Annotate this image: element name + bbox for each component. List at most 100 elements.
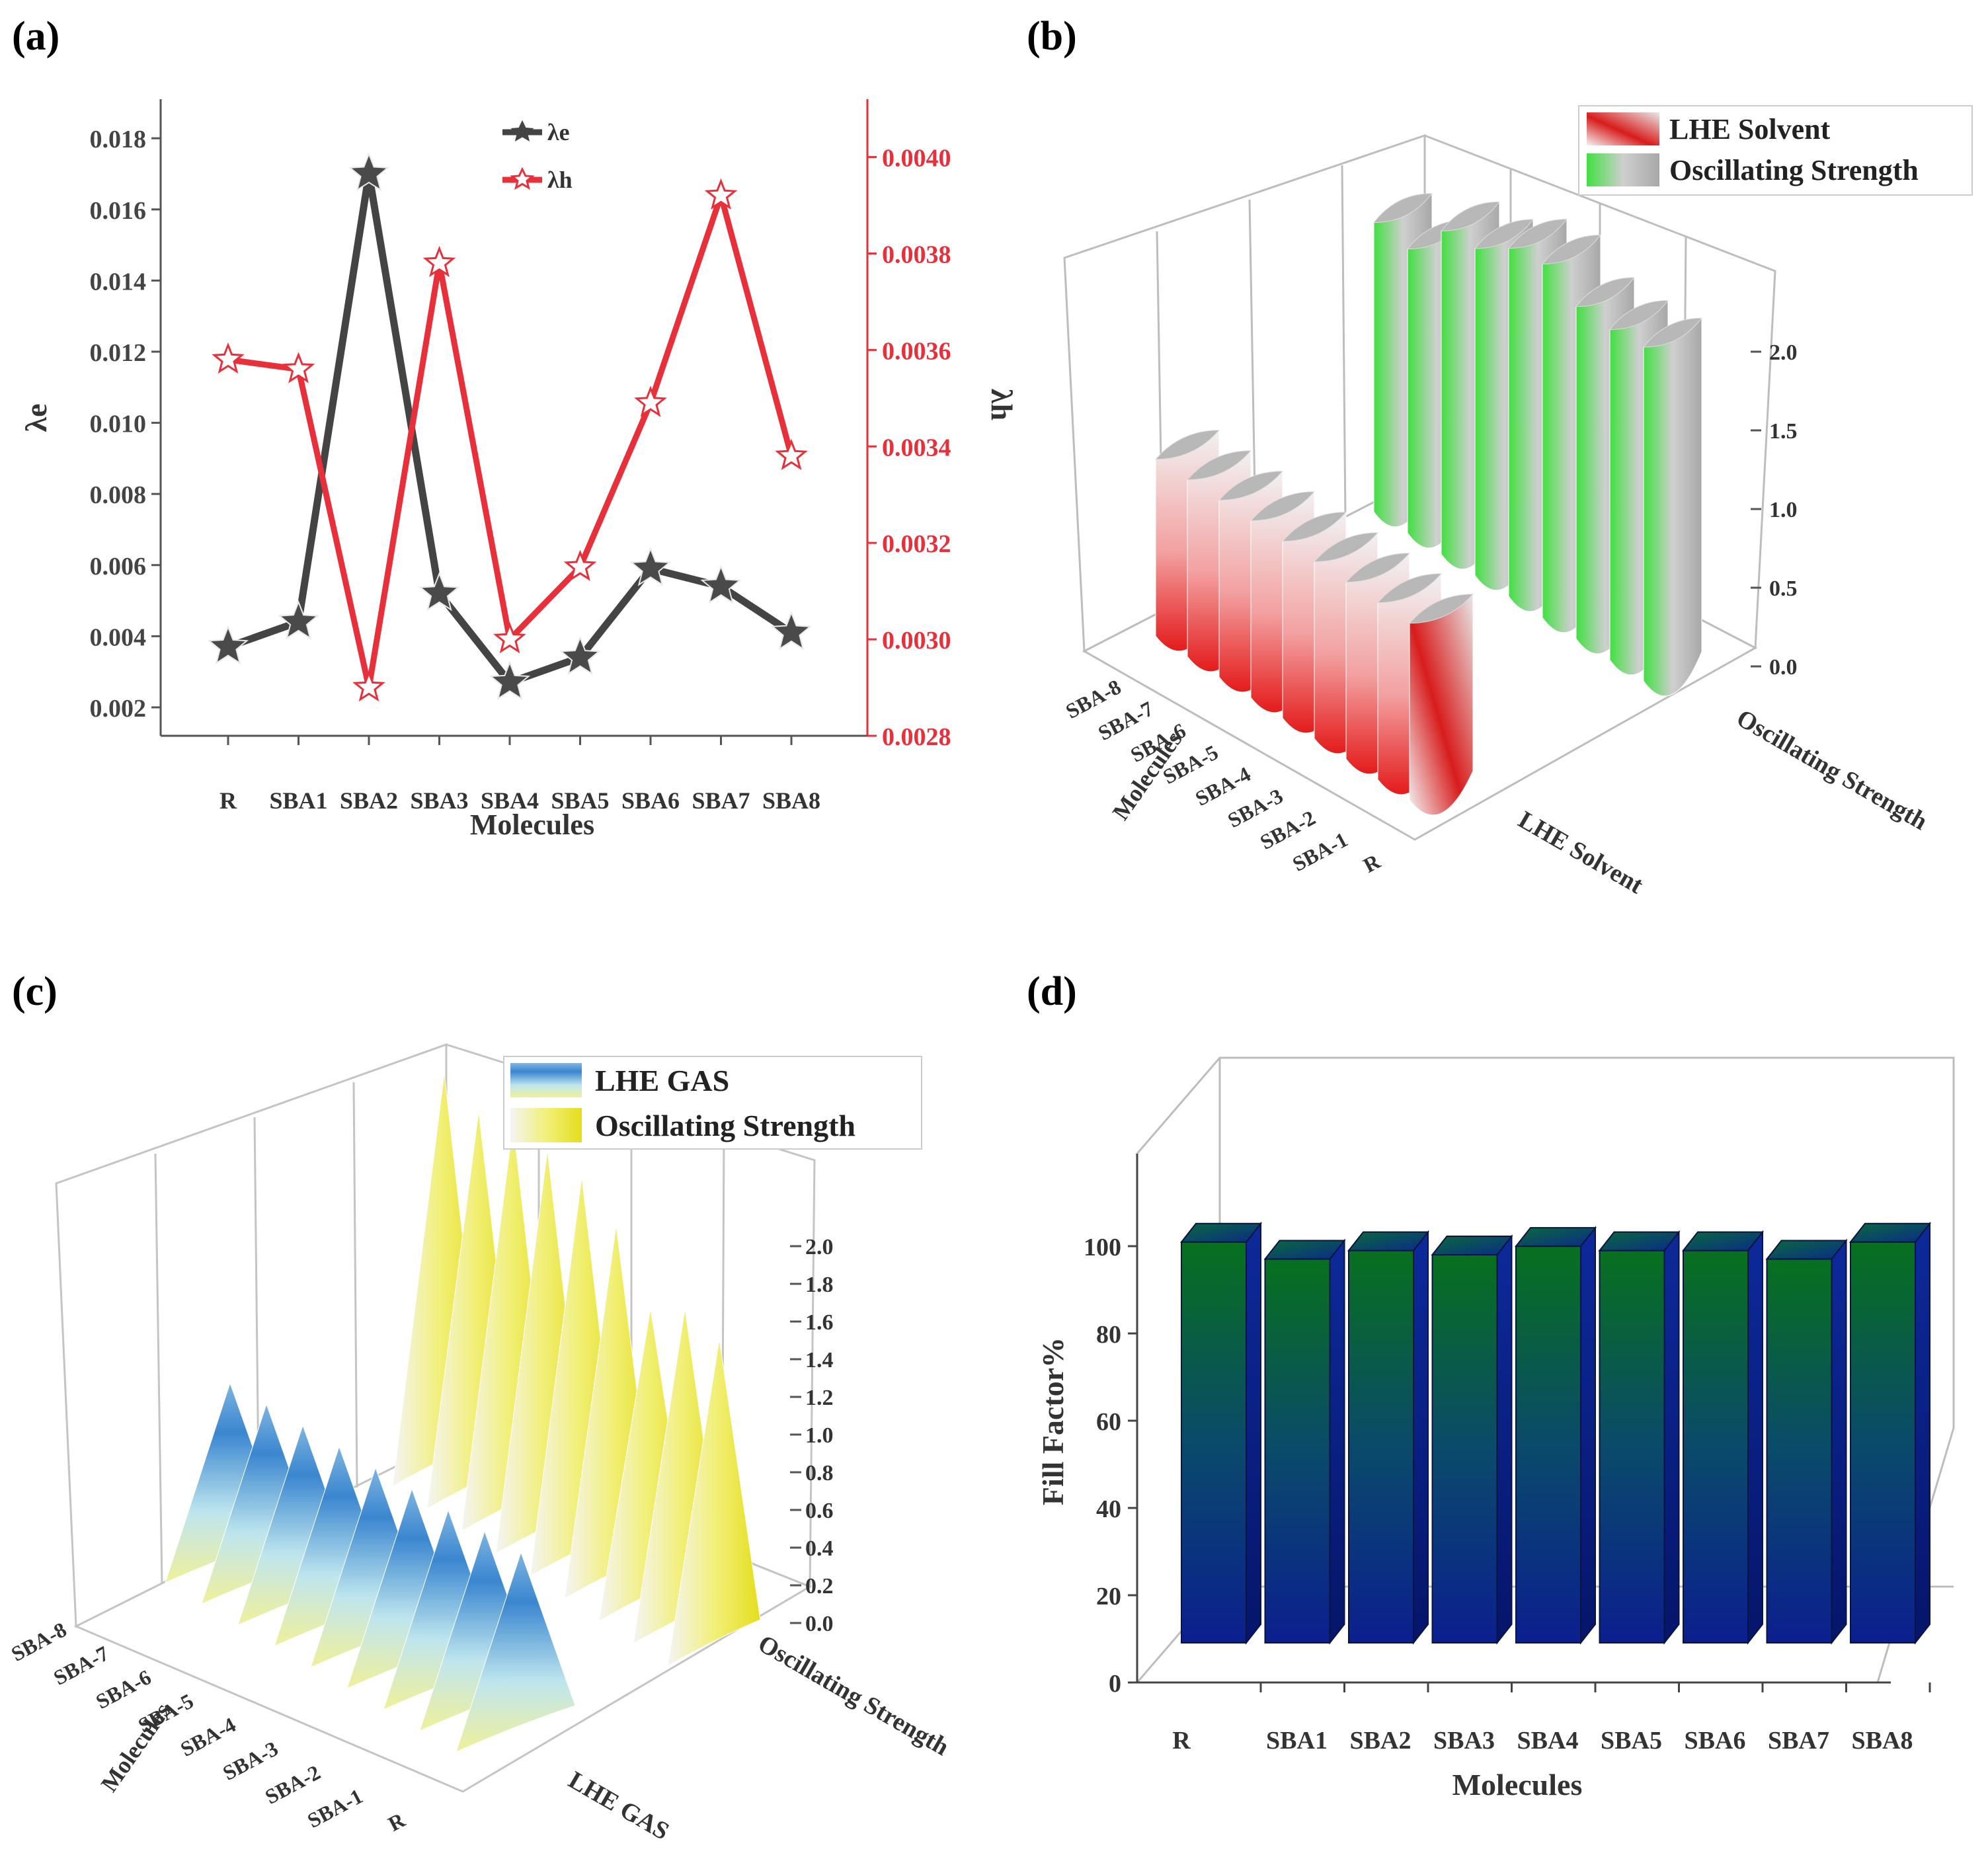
a-right-tick-label: 0.0030 (882, 627, 951, 654)
a-legend: λe λh (502, 119, 573, 193)
c-cone-lhe-gas (456, 1551, 576, 1753)
c-legend-label-1: Oscillating Strength (595, 1109, 855, 1142)
d-bar-side (1663, 1230, 1680, 1645)
b-legend-swatch-green (1587, 153, 1659, 186)
c-legend-label-0: LHE GAS (595, 1064, 729, 1097)
a-point-lambda-e (559, 635, 601, 676)
b-bar-lhe-solvent-top (1313, 532, 1379, 563)
c-z-ticks: 0.0 0.2 0.4 0.6 0.8 1.0 1.2 1.4 1.6 1.8 2.0 (790, 1235, 834, 1636)
d-bar-side (1831, 1238, 1847, 1645)
a-legend-label-h: λh (547, 167, 573, 193)
a-point-lambda-e (418, 572, 460, 612)
d-bar (1599, 1249, 1665, 1643)
d-bar (1431, 1254, 1498, 1644)
c-molecule-tick-label: SBA-2 (261, 1760, 324, 1809)
c-legend-swatch-yellow (510, 1108, 582, 1142)
c-z-tick-label: 0.6 (805, 1499, 834, 1523)
c-molecule-tick-label: SBA-7 (50, 1641, 112, 1690)
d-bar (1850, 1241, 1916, 1643)
b-bar-lhe-solvent-top (1281, 512, 1347, 542)
d-bar (1264, 1258, 1331, 1643)
a-legend-label-e: λe (547, 119, 570, 145)
b-bar-lhe-solvent-top (1376, 573, 1443, 604)
a-point-lambda-e (348, 152, 390, 192)
b-bar-oscillating-top (1440, 201, 1501, 231)
d-x-tick-label: SBA5 (1601, 1727, 1662, 1755)
a-ylabel-right: λh (985, 389, 1019, 420)
d-y-tick-label: 80 (1096, 1321, 1121, 1349)
c-molecule-tick-label: SBA-4 (177, 1712, 239, 1761)
c-series-tick-1: Oscillating Strength (754, 1630, 954, 1761)
a-x-tick-label: SBA1 (269, 787, 327, 814)
c-molecule-tick-label: SBA-1 (303, 1784, 366, 1833)
d-bar-side (1580, 1226, 1596, 1645)
b-bar-oscillating-top (1642, 317, 1703, 348)
d-bar-side (1329, 1238, 1345, 1645)
c-z-tick-label: 0.8 (805, 1461, 834, 1485)
a-point-lambda-h (493, 621, 526, 654)
d-bars (1179, 1221, 1932, 1645)
d-y-tick-label: 20 (1096, 1583, 1121, 1610)
panel-b: (b) 0.00.51.01.52.0 RSBA-1SBA-2SBA-3SBA-… (1027, 14, 1973, 899)
d-y-ticks: 0 20 40 60 80 100 (1084, 1234, 1137, 1698)
c-z-tick-label: 0.4 (805, 1536, 834, 1561)
d-bar-top (1179, 1222, 1263, 1243)
a-left-tick-label: 0.012 (90, 339, 147, 367)
a-right-tick-label: 0.0028 (882, 723, 951, 751)
c-cone-oscillating (667, 1339, 761, 1667)
c-molecule-tick-label: R (384, 1807, 409, 1836)
a-ylabel-left: λe (19, 403, 53, 432)
d-bar (1515, 1246, 1581, 1643)
a-left-tick-label: 0.002 (90, 695, 147, 723)
a-point-lambda-h (422, 245, 456, 278)
a-point-lambda-h (775, 438, 808, 471)
a-point-lambda-h (563, 549, 597, 581)
d-x-tick-label: SBA7 (1768, 1727, 1829, 1755)
c-molecule-tick-label: SBA-8 (7, 1617, 70, 1666)
a-right-ticks: 0.0028 0.0030 0.0032 0.0034 0.0036 0.0038 0.00… (867, 145, 951, 751)
a-x-tick-label: SBA4 (481, 787, 539, 814)
c-molecule-tick-label: SBA-3 (219, 1736, 282, 1785)
d-xlabel: Molecules (1452, 1768, 1583, 1801)
a-point-lambda-e (629, 547, 672, 586)
d-bar-top (1681, 1231, 1765, 1251)
c-z-tick-label: 1.8 (805, 1273, 834, 1297)
d-bar-top (1765, 1240, 1848, 1260)
a-point-lambda-e (207, 625, 249, 665)
d-bar-top (1347, 1231, 1430, 1251)
a-left-tick-label: 0.016 (90, 197, 147, 225)
d-bar (1766, 1258, 1833, 1643)
d-bar-side (1246, 1221, 1261, 1645)
d-bar (1181, 1241, 1247, 1643)
a-x-tick-label: SBA5 (551, 787, 609, 814)
d-bar-top (1263, 1240, 1346, 1260)
c-molecules-label: Molecules (96, 1698, 176, 1797)
d-bar-side (1915, 1221, 1930, 1645)
b-molecule-tick-label: R (1359, 849, 1384, 877)
c-z-tick-label: 1.4 (805, 1348, 834, 1372)
b-bar-lhe-solvent-top (1218, 471, 1284, 501)
a-left-tick-label: 0.010 (90, 411, 147, 438)
a-x-tick-label: SBA3 (410, 787, 468, 814)
b-legend-swatch-red (1587, 112, 1659, 145)
a-right-tick-label: 0.0034 (882, 434, 951, 461)
b-bar-oscillating-top (1541, 234, 1602, 264)
b-bar-oscillating-top (1507, 218, 1568, 249)
c-z-tick-label: 2.0 (805, 1235, 834, 1259)
a-left-tick-label: 0.014 (90, 268, 147, 296)
d-bar (1683, 1249, 1749, 1643)
b-bar-lhe-solvent-top (1154, 430, 1220, 460)
b-bar-lhe-solvent-top (1250, 491, 1316, 522)
a-point-lambda-h (212, 342, 245, 374)
b-bar-lhe-solvent-top (1408, 594, 1474, 624)
b-bar-oscillating-top (1609, 299, 1669, 331)
d-bar-top (1431, 1236, 1513, 1256)
c-z-tick-label: 0.2 (805, 1574, 834, 1599)
a-line-lambda-h (227, 192, 795, 691)
d-y-tick-label: 0 (1109, 1670, 1121, 1698)
a-legend-star-h (510, 167, 535, 190)
d-bar-side (1413, 1230, 1429, 1645)
a-series (207, 152, 813, 702)
b-gridline (1341, 165, 1347, 520)
b-bar-lhe-solvent (1409, 593, 1474, 816)
